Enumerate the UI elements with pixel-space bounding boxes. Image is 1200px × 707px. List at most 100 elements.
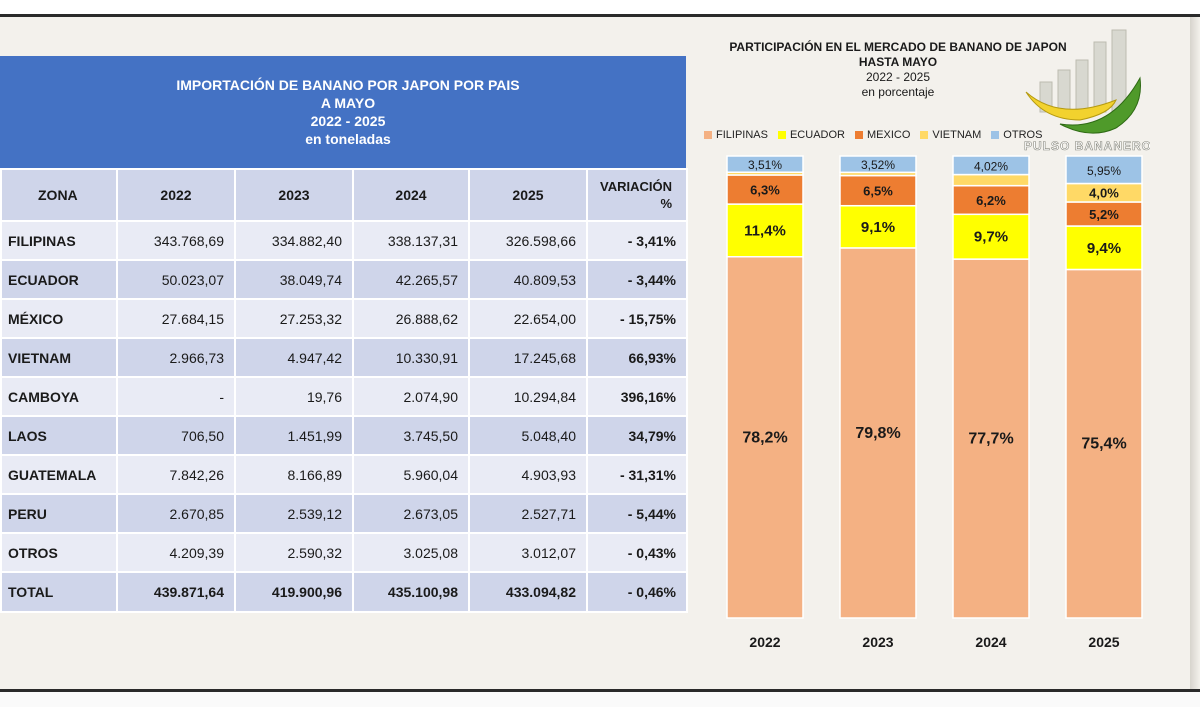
logo-text: PULSO BANANERO <box>1024 139 1150 153</box>
row-value-2025: 17.245,68 <box>468 337 588 378</box>
row-variacion: - 5,44% <box>586 493 688 534</box>
total-v2024: 435.100,98 <box>352 571 470 613</box>
x-tick-label-2024: 2024 <box>975 634 1006 650</box>
row-variacion: 66,93% <box>586 337 688 378</box>
row-value-2024: 2.074,90 <box>352 376 470 417</box>
legend-label: VIETNAM <box>932 129 982 141</box>
table-row: FILIPINAS 343.768,69 334.882,40 338.137,31 3… <box>0 220 688 261</box>
data-label-filipinas-2024: 77,7% <box>968 431 1013 448</box>
row-value-2022: 2.670,85 <box>116 493 236 534</box>
row-value-2024: 26.888,62 <box>352 298 470 339</box>
table-row: OTROS 4.209,39 2.590,32 3.025,08 3.012,07- 0… <box>0 532 688 573</box>
col-header-2023: 2023 <box>234 168 354 222</box>
bar-segment-mexico-2024 <box>952 184 1030 216</box>
import-table-panel: IMPORTACIÓN DE BANANO POR JAPON POR PAIS… <box>0 56 688 613</box>
table-row: GUATEMALA 7.842,26 8.166,89 5.960,04 4.903,9… <box>0 454 688 495</box>
row-zona: FILIPINAS <box>0 220 118 261</box>
row-value-2025: 2.527,71 <box>468 493 588 534</box>
data-label-otros-2022: 3,51% <box>748 158 782 172</box>
legend-label: FILIPINAS <box>716 129 768 141</box>
table-header-row: ZONA 2022 2023 2024 2025 VARIACIÓN% <box>0 168 688 222</box>
legend-label: ECUADOR <box>789 129 845 141</box>
data-label-mexico-2024: 6,2% <box>976 193 1006 208</box>
row-value-2022: 50.023,07 <box>116 259 236 300</box>
table-title-line-2: A MAYO <box>320 95 376 111</box>
row-value-2023: 27.253,32 <box>234 298 354 339</box>
data-label-mexico-2025: 5,2% <box>1089 207 1119 222</box>
green-banana-icon <box>1059 76 1141 134</box>
chart-title-line-3: 2022 - 2025 <box>865 70 931 84</box>
row-value-2023: 1.451,99 <box>234 415 354 456</box>
total-variacion: - 0,46% <box>586 571 688 613</box>
legend-item-mexico: MEXICO <box>854 129 910 141</box>
legend-item-otros: OTROS <box>991 129 1042 141</box>
table-title-line-1: IMPORTACIÓN DE BANANO POR JAPON POR PAIS <box>176 77 520 93</box>
row-variacion: - 31,31% <box>586 454 688 495</box>
row-value-2024: 2.673,05 <box>352 493 470 534</box>
row-value-2022: 343.768,69 <box>116 220 236 261</box>
row-zona: VIETNAM <box>0 337 118 378</box>
bar-segment-filipinas-2022 <box>726 256 804 619</box>
bar-segment-ecuador-2025 <box>1065 225 1143 271</box>
bar-segment-vietnam-2024 <box>952 173 1030 187</box>
row-value-2024: 5.960,04 <box>352 454 470 495</box>
data-label-otros-2025: 5,95% <box>1087 164 1121 178</box>
row-zona: OTROS <box>0 532 118 573</box>
total-v2025: 433.094,82 <box>468 571 588 613</box>
row-value-2025: 326.598,66 <box>468 220 588 261</box>
variacion-unit: % <box>660 196 672 211</box>
col-header-zona: ZONA <box>0 168 118 222</box>
row-value-2022: 706,50 <box>116 415 236 456</box>
row-value-2024: 338.137,31 <box>352 220 470 261</box>
table-total-row: TOTAL 439.871,64 419.900,96 435.100,98 433.0… <box>0 571 688 613</box>
table-title: IMPORTACIÓN DE BANANO POR JAPON POR PAIS… <box>0 56 686 168</box>
row-value-2022: - <box>116 376 236 417</box>
row-zona: MÉXICO <box>0 298 118 339</box>
row-value-2023: 4.947,42 <box>234 337 354 378</box>
data-label-filipinas-2022: 78,2% <box>742 429 787 446</box>
chart-title-line-1: PARTICIPACIÓN EN EL MERCADO DE BANANO DE… <box>729 40 1067 54</box>
data-label-ecuador-2023: 9,1% <box>861 219 895 236</box>
row-value-2023: 38.049,74 <box>234 259 354 300</box>
col-header-2024: 2024 <box>352 168 470 222</box>
bar-segment-otros-2022 <box>726 155 804 173</box>
total-v2023: 419.900,96 <box>234 571 354 613</box>
legend-item-filipinas: FILIPINAS <box>704 129 768 141</box>
bar-segment-filipinas-2023 <box>839 247 917 619</box>
data-label-vietnam-2025: 4,0% <box>1089 186 1119 201</box>
legend-swatch <box>920 131 929 139</box>
legend-swatch <box>854 131 863 139</box>
col-header-variacion: VARIACIÓN% <box>586 168 688 222</box>
row-value-2023: 19,76 <box>234 376 354 417</box>
data-label-mexico-2023: 6,5% <box>863 184 893 199</box>
row-variacion: 34,79% <box>586 415 688 456</box>
pulso-bananero-logo: PULSO BANANERO <box>1024 29 1150 153</box>
row-value-2022: 27.684,15 <box>116 298 236 339</box>
bar-segment-mexico-2022 <box>726 174 804 205</box>
row-value-2023: 334.882,40 <box>234 220 354 261</box>
col-header-2025: 2025 <box>468 168 588 222</box>
bar-segment-mexico-2025 <box>1065 201 1143 227</box>
data-label-otros-2023: 3,52% <box>861 158 895 172</box>
market-share-chart: 78,2% 11,4% 6,3% 3,51% 2022 79,8% 9,1% 6,5% 3,52… <box>726 155 1143 650</box>
table-title-line-4: en toneladas <box>305 131 391 147</box>
legend-item-vietnam: VIETNAM <box>920 129 981 141</box>
row-zona: PERU <box>0 493 118 534</box>
bar-segment-mexico-2023 <box>839 174 917 207</box>
row-value-2025: 22.654,00 <box>468 298 588 339</box>
legend-swatch <box>704 131 712 139</box>
data-label-ecuador-2025: 9,4% <box>1087 240 1121 257</box>
row-zona: LAOS <box>0 415 118 456</box>
x-tick-label-2023: 2023 <box>862 634 893 650</box>
row-value-2024: 42.265,57 <box>352 259 470 300</box>
top-frame <box>0 0 1200 17</box>
right-edge <box>1190 17 1200 692</box>
row-variacion: 396,16% <box>586 376 688 417</box>
data-label-filipinas-2023: 79,8% <box>855 425 900 442</box>
legend-swatch <box>991 131 1000 139</box>
row-value-2025: 5.048,40 <box>468 415 588 456</box>
row-zona: GUATEMALA <box>0 454 118 495</box>
bar-segment-filipinas-2024 <box>952 258 1030 619</box>
chart-title: PARTICIPACIÓN EN EL MERCADO DE BANANO DE… <box>692 40 1104 100</box>
row-value-2025: 40.809,53 <box>468 259 588 300</box>
